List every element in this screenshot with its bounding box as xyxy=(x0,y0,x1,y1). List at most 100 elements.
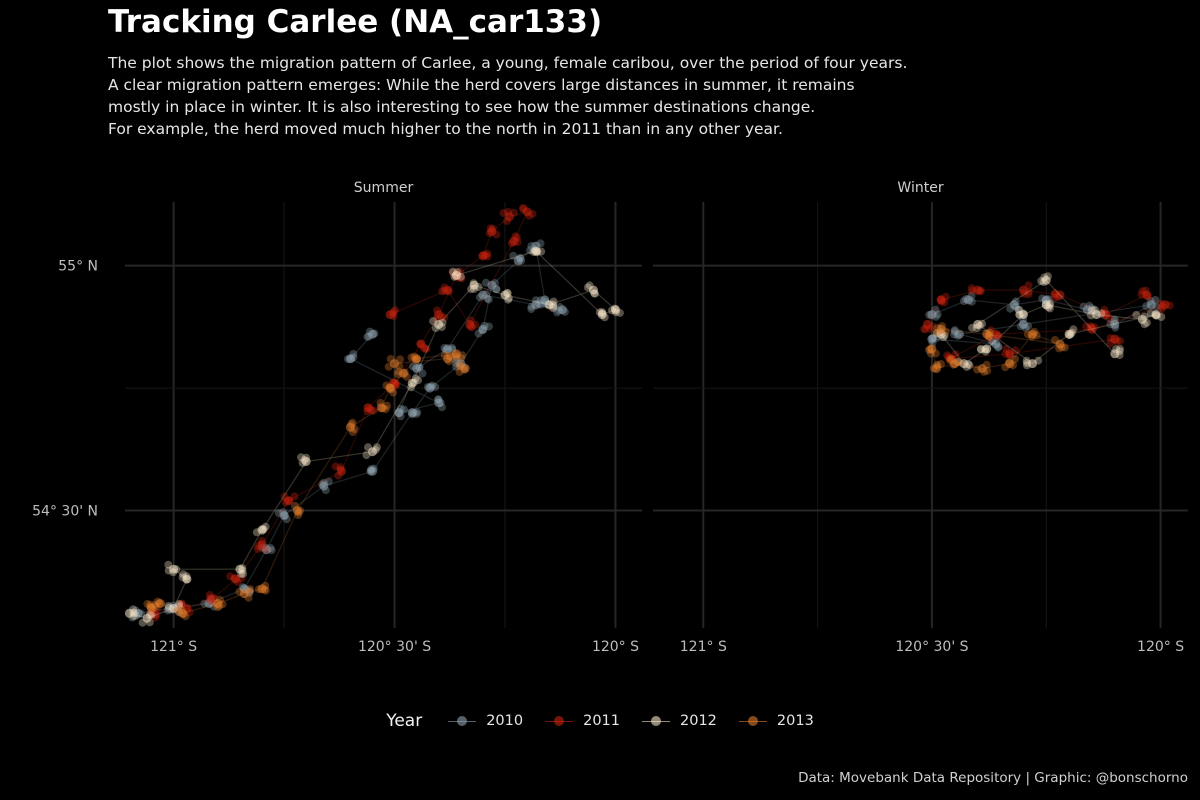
location-point-2012 xyxy=(531,246,541,256)
location-point-2013 xyxy=(982,329,992,339)
location-point-2012 xyxy=(504,295,513,304)
location-point-2013 xyxy=(455,367,464,376)
location-point-2010 xyxy=(200,599,209,608)
location-point-2012 xyxy=(978,319,987,328)
location-point-2012 xyxy=(362,451,371,460)
location-point-2011 xyxy=(151,613,160,622)
location-point-2013 xyxy=(376,403,386,413)
location-point-2010 xyxy=(408,410,417,419)
location-point-2013 xyxy=(348,428,357,437)
location-point-2010 xyxy=(991,339,1001,349)
location-point-2012 xyxy=(129,605,138,614)
location-point-2011 xyxy=(1024,281,1033,290)
location-point-2011 xyxy=(389,312,398,321)
location-point-2012 xyxy=(169,564,179,574)
location-point-2011 xyxy=(519,204,528,212)
location-point-2012 xyxy=(302,453,311,462)
location-point-2011 xyxy=(443,285,453,295)
location-point-2010 xyxy=(412,364,422,373)
x-tick-label: 120° S xyxy=(592,639,639,655)
location-point-2011 xyxy=(486,224,495,233)
location-point-2011 xyxy=(991,329,1001,339)
location-point-2011 xyxy=(1050,289,1059,298)
location-point-2013 xyxy=(239,589,249,599)
legend-label-2010: 2010 xyxy=(486,713,524,729)
location-point-2012 xyxy=(1015,310,1024,319)
location-point-2012 xyxy=(1046,299,1055,308)
location-point-2012 xyxy=(434,319,444,329)
location-point-2013 xyxy=(977,364,987,373)
location-point-2010 xyxy=(1106,320,1115,329)
location-point-2012 xyxy=(1066,330,1075,339)
location-point-2011 xyxy=(1100,309,1109,318)
location-point-2013 xyxy=(410,352,419,361)
location-point-2011 xyxy=(1002,345,1011,354)
location-point-2010 xyxy=(1142,302,1151,311)
location-point-2011 xyxy=(483,249,492,258)
location-point-2011 xyxy=(507,239,516,248)
location-point-2010 xyxy=(932,312,940,321)
location-point-2010 xyxy=(516,254,525,263)
location-point-2010 xyxy=(1146,300,1156,310)
location-point-2012 xyxy=(1092,310,1101,320)
location-point-2010 xyxy=(474,329,483,338)
location-point-2011 xyxy=(1005,349,1015,359)
location-point-2012 xyxy=(1041,275,1051,285)
location-point-2010 xyxy=(950,330,959,339)
legend: Year 2010 2011 2012 2013 xyxy=(0,706,1200,736)
location-point-2010 xyxy=(400,405,408,414)
location-point-2012 xyxy=(453,268,462,277)
panel-label-summer: Summer xyxy=(354,180,414,196)
location-point-2013 xyxy=(261,581,270,590)
location-point-2012 xyxy=(297,453,305,462)
location-point-2010 xyxy=(425,383,435,393)
location-point-2011 xyxy=(367,406,376,415)
location-point-2012 xyxy=(598,308,607,317)
location-point-2011 xyxy=(257,540,267,550)
location-point-2013 xyxy=(455,362,464,371)
location-point-2013 xyxy=(155,599,165,608)
location-point-2010 xyxy=(412,409,421,418)
location-point-2010 xyxy=(931,305,940,314)
location-point-2010 xyxy=(1016,322,1025,331)
location-point-2011 xyxy=(936,295,945,304)
location-point-2013 xyxy=(147,603,156,613)
location-point-2010 xyxy=(558,305,567,315)
location-point-2012 xyxy=(1015,310,1024,319)
location-point-2011 xyxy=(422,344,431,353)
location-point-2013 xyxy=(460,365,469,374)
location-point-2013 xyxy=(155,599,164,608)
location-point-2012 xyxy=(372,443,381,452)
legend-label-2012: 2012 xyxy=(680,713,717,729)
location-point-2012 xyxy=(238,566,247,575)
location-point-2011 xyxy=(994,332,1003,340)
location-point-2011 xyxy=(465,319,475,329)
legend-label-2013: 2013 xyxy=(776,713,814,729)
location-point-2011 xyxy=(177,600,186,609)
legend-key-2013 xyxy=(738,714,767,728)
location-point-2011 xyxy=(226,572,235,581)
location-point-2012 xyxy=(169,568,178,577)
location-point-2010 xyxy=(967,297,976,306)
location-point-2012 xyxy=(503,289,512,298)
location-point-2012 xyxy=(448,267,457,276)
location-point-2013 xyxy=(947,355,956,364)
location-point-2013 xyxy=(244,593,253,602)
location-point-2012 xyxy=(1110,349,1120,359)
location-point-2011 xyxy=(478,251,488,261)
location-point-2010 xyxy=(394,408,404,418)
location-point-2012 xyxy=(235,564,245,574)
location-point-2013 xyxy=(1005,359,1015,369)
location-point-2011 xyxy=(928,322,937,331)
location-point-2010 xyxy=(1009,300,1019,310)
location-point-2012 xyxy=(172,565,181,574)
location-point-2013 xyxy=(181,612,190,621)
location-point-2011 xyxy=(337,466,346,476)
location-point-2013 xyxy=(294,508,303,517)
location-point-2011 xyxy=(205,596,214,605)
location-point-2011 xyxy=(1110,334,1120,344)
location-point-2013 xyxy=(177,606,186,615)
location-point-2012 xyxy=(1040,273,1049,282)
location-point-2013 xyxy=(350,425,359,433)
location-point-2013 xyxy=(452,353,460,362)
